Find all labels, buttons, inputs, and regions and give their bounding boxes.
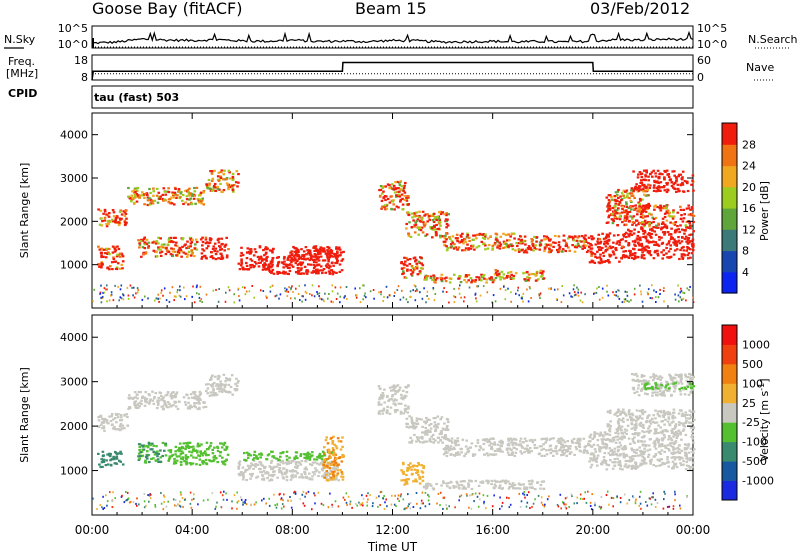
freq-unit-label: [MHz] (6, 67, 39, 80)
power-colorbar-segment (722, 271, 737, 294)
nave-label: Nave (746, 61, 775, 74)
power-colorbar-segment (722, 144, 737, 167)
velocity-ytick-label: 1000 (60, 465, 88, 478)
power-colorbar-segment (722, 229, 737, 252)
power-colorbar-segment (722, 123, 737, 145)
power-colorbar-segment (722, 186, 737, 209)
noise-y2tick-top: 10^5 (697, 22, 727, 35)
power-ytick-label: 1000 (60, 259, 88, 272)
cpid-panel-frame (91, 85, 694, 109)
power-colorbar-tick: 28 (742, 138, 756, 151)
power-colorbar-segment (722, 208, 737, 230)
velocity-ylabel: Slant Range [km] (18, 367, 31, 463)
x-tick-label: 00:00 (676, 523, 711, 537)
velocity-colorbar-tick: -100 (742, 436, 767, 449)
nave-ytick-top: 60 (697, 54, 711, 67)
freq-ytick-bottom: 8 (81, 71, 88, 84)
velocity-colorbar-segment (722, 461, 737, 481)
velocity-colorbar-tick: -1000 (742, 475, 774, 488)
velocity-colorbar-frame (721, 324, 738, 501)
freq-label: Freq. (8, 55, 36, 68)
x-tick-label: 08:00 (275, 523, 310, 537)
velocity-colorbar-tick: -500 (742, 455, 767, 468)
power-ytick-label: 3000 (60, 172, 88, 185)
freq-panel-frame (91, 54, 694, 81)
nsky-label: N.Sky (4, 33, 36, 46)
power-colorbar-tick: 24 (742, 160, 756, 173)
power-colorbar-segment (722, 250, 737, 273)
power-colorbar-tick: 12 (742, 223, 756, 236)
noise-sky-line (92, 30, 694, 45)
velocity-colorbar-segment (722, 480, 737, 501)
velocity-colorbar-tick: 500 (742, 358, 763, 371)
freq-ytick-top: 18 (74, 54, 88, 67)
beam-title: Beam 15 (355, 0, 427, 18)
x-tick-label: 20:00 (576, 523, 611, 537)
noise-panel-frame (91, 25, 694, 49)
noise-ytick-bottom: 10^0 (58, 38, 88, 51)
velocity-colorbar-segment (722, 383, 737, 404)
power-frame (91, 112, 694, 309)
velocity-colorbar-segment (722, 325, 737, 345)
velocity-ytick-label: 2000 (60, 420, 88, 433)
x-axis-label: Time UT (367, 540, 418, 554)
station-title: Goose Bay (fitACF) (92, 0, 243, 18)
cpid-label: CPID (8, 87, 38, 100)
velocity-colorbar-tick: 25 (742, 397, 756, 410)
power-ytick-label: 2000 (60, 215, 88, 228)
x-tick-label: 12:00 (375, 523, 410, 537)
power-colorbar-frame (721, 122, 738, 294)
velocity-colorbar-segment (722, 344, 737, 365)
cpid-value: tau (fast) 503 (94, 91, 180, 104)
velocity-colorbar-segment (722, 363, 737, 384)
power-colorbar-tick: 16 (742, 202, 756, 215)
power-colorbar-label: Power [dB] (758, 181, 771, 241)
noise-y2tick-bottom: 10^0 (697, 38, 727, 51)
velocity-colorbar-segment (722, 422, 737, 443)
velocity-colorbar-segment (722, 402, 737, 423)
x-tick-label: 04:00 (175, 523, 210, 537)
velocity-colorbar-tick: 1000 (742, 338, 770, 351)
power-ylabel: Slant Range [km] (18, 163, 31, 259)
velocity-frame (91, 314, 694, 516)
x-tick-label: 16:00 (475, 523, 510, 537)
velocity-ytick-label: 4000 (60, 331, 88, 344)
power-ytick-label: 4000 (60, 129, 88, 142)
power-colorbar-tick: 8 (742, 245, 749, 258)
velocity-ytick-label: 3000 (60, 376, 88, 389)
power-panel (91, 112, 738, 309)
freq-line (91, 61, 693, 81)
x-tick-label: 00:00 (75, 523, 110, 537)
date-title: 03/Feb/2012 (590, 0, 691, 18)
power-colorbar-tick: 20 (742, 181, 756, 194)
power-data-cells (92, 169, 696, 304)
velocity-colorbar-tick: 100 (742, 377, 763, 390)
power-colorbar-segment (722, 165, 737, 188)
velocity-colorbar-label: Velocity [m s-1] (757, 378, 772, 461)
nsearch-label: N.Search (748, 33, 798, 46)
noise-ytick-top: 10^5 (58, 22, 88, 35)
nave-ytick-bottom: 0 (697, 71, 704, 84)
velocity-data-cells (92, 372, 696, 511)
velocity-colorbar-segment (722, 441, 737, 462)
power-colorbar-tick: 4 (742, 266, 749, 279)
velocity-colorbar-tick: -25 (742, 416, 760, 429)
velocity-panel (91, 314, 738, 516)
